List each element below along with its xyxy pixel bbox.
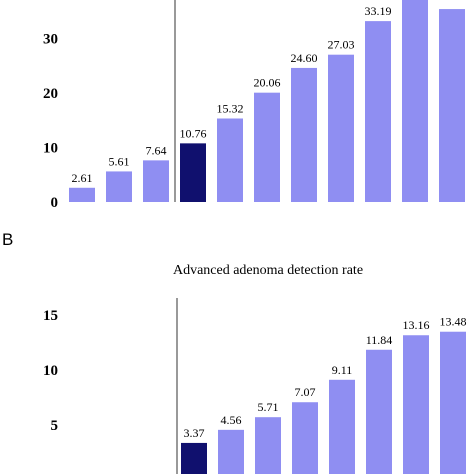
y-tick-label: 30 (43, 32, 58, 48)
bar-value-label: 9.11 (332, 363, 353, 377)
bar (181, 442, 207, 474)
y-tick-label: 20 (43, 86, 58, 102)
bar (106, 171, 132, 202)
bar-value-label: 5.71 (258, 400, 279, 414)
bar-value-label: 13.16 (403, 318, 430, 332)
bar-value-label: 15.32 (217, 102, 244, 116)
bar (143, 160, 169, 202)
panel-b-label: B (2, 230, 13, 249)
bar-value-label: 24.60 (291, 51, 318, 65)
bar-value-label: 27.03 (328, 38, 355, 52)
panel-b-chart: B Advanced adenoma detection rate 5 10 15 3… (2, 230, 467, 474)
bar-value-label: 7.07 (295, 385, 316, 399)
bar-value-label: 5.61 (109, 154, 130, 168)
bar (69, 187, 95, 202)
bar-value-label: 7.64 (146, 143, 167, 157)
bar-value-label: 33.19 (365, 4, 392, 18)
bar (403, 335, 429, 474)
bar-value-label: 3.37 (184, 426, 205, 440)
panel-b-title: Advanced adenoma detection rate (173, 263, 363, 278)
bar (292, 402, 318, 474)
bar (218, 429, 244, 474)
bar-value-label: 4.56 (221, 413, 242, 427)
y-tick-label: 10 (43, 141, 58, 157)
bar (328, 54, 354, 203)
bar-value-label: 20.06 (254, 76, 281, 90)
y-tick-label: 0 (51, 195, 59, 211)
bar-value-label: 13.48 (440, 315, 467, 329)
y-tick-label: 15 (43, 308, 58, 324)
y-tick-label: 10 (43, 363, 58, 379)
bar (440, 331, 466, 474)
bar-value-label: 10.76 (180, 126, 207, 140)
bar (329, 379, 355, 474)
bar (366, 349, 392, 474)
y-tick-label: 5 (51, 418, 59, 434)
panel-a-chart: 0 10 20 30 2.61 5.61 7.64 10.76 15.32 20.06 24.60 2… (43, 0, 465, 211)
bar (439, 9, 465, 202)
bar-value-label: 11.84 (366, 333, 393, 347)
bar (365, 21, 391, 202)
bar (255, 417, 281, 474)
bar (254, 92, 280, 202)
bar (180, 143, 206, 202)
bar-value-label: 2.61 (72, 171, 93, 185)
bar (402, 0, 428, 202)
bar (217, 118, 243, 202)
bar (291, 67, 317, 203)
